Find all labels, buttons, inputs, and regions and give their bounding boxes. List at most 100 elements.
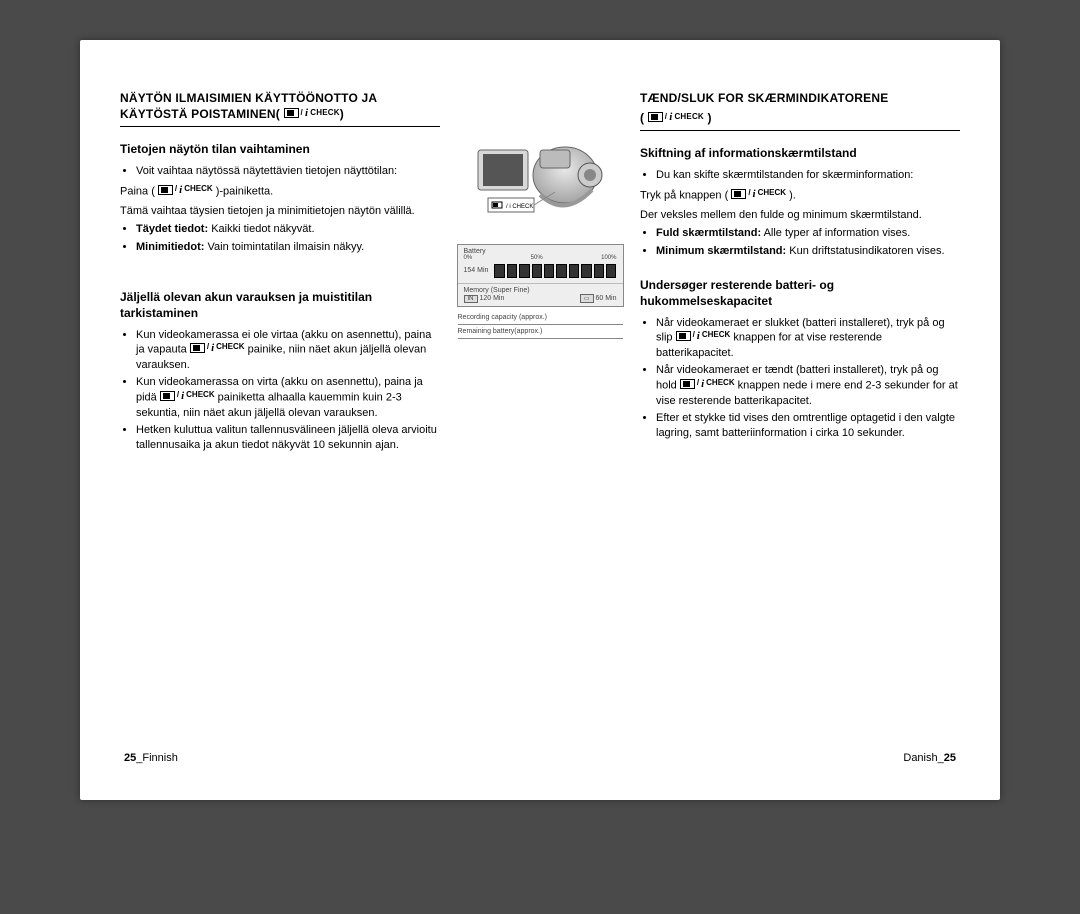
display-check-icon: / i CHECK [731,188,786,199]
scale-0: 0% [464,255,473,261]
scale-50: 50% [531,255,543,261]
list-item: Minimum skærmtilstand: Kun driftstatusin… [656,244,960,259]
info-i-icon: i [211,344,214,352]
right-p1: Tryk på knappen ( / i CHECK ). [640,188,960,203]
footer-left-lang: Finnish [142,752,177,764]
manual-page: NÄYTÖN ILMAISIMIEN KÄYTTÖÖNOTTO JA KÄYTÖ… [80,40,1000,800]
text: Alle typer af information vises. [764,227,911,239]
list-item: Hetken kuluttua valitun tallennusvälinee… [136,423,440,453]
figure-caption: Recording capacity (approx.) Remaining b… [458,313,623,341]
check-label: CHECK [706,378,734,389]
mem-card-val: 60 Min [595,295,616,302]
caption-line-2: Remaining battery(approx.) [458,327,623,339]
caption-line-1: Recording capacity (approx.) [458,313,623,325]
info-i-icon: i [669,113,672,121]
left-h2b: Jäljellä olevan akun varauksen ja muisti… [120,289,440,321]
footer-right-lang: Danish [903,752,937,764]
list-item: Efter et stykke tid vises den omtrentlig… [656,411,960,441]
scale-100: 100% [601,255,616,261]
list-item: Når videokameraet er slukket (batteri in… [656,316,960,361]
display-icon [676,331,691,341]
check-label: CHECK [310,108,339,119]
left-list-c: Kun videokamerassa ei ole virtaa (akku o… [120,328,440,454]
list-item: Kun videokamerassa on virta (akku on ase… [136,375,440,420]
label: Fuld skærmtilstand: [656,227,761,239]
footer-left: 25_Finnish [124,752,178,764]
display-icon [190,343,205,353]
text: Paina ( [120,186,155,198]
list-item: Voit vaihtaa näytössä näytettävien tieto… [136,164,440,179]
footer-right-page: 25 [944,752,956,764]
list-item: Kun videokamerassa ei ole virtaa (akku o… [136,328,440,373]
right-h2a: Skiftning af informationskærmtilstand [640,145,960,161]
text: )-painiketta. [216,186,273,198]
center-figures: / i CHECK Battery 0% 50% 100% 154 Min [450,90,630,800]
display-check-icon: / i CHECK [676,330,731,341]
section-rule [640,130,960,131]
display-icon [731,189,746,199]
page-columns: NÄYTÖN ILMAISIMIEN KÄYTTÖÖNOTTO JA KÄYTÖ… [80,40,1000,800]
info-i-icon: i [697,332,700,340]
left-title: NÄYTÖN ILMAISIMIEN KÄYTTÖÖNOTTO JA KÄYTÖ… [120,90,440,122]
label: Minimitiedot: [136,241,204,253]
display-icon [160,391,175,401]
text: Tryk på knappen ( [640,190,728,202]
mem-in-chip: IN [464,295,478,303]
list-item: Fuld skærmtilstand: Alle typer af inform… [656,226,960,241]
battery-header: Battery 0% 50% 100% 154 Min [458,245,623,284]
left-column: NÄYTÖN ILMAISIMIEN KÄYTTÖÖNOTTO JA KÄYTÖ… [120,90,450,800]
list-item: Täydet tiedot: Kaikki tiedot näkyvät. [136,222,440,237]
display-check-icon: / i CHECK [190,342,245,353]
battery-bars [494,264,616,278]
list-item: Når videokameraet er tændt (batteri inst… [656,363,960,408]
check-label: CHECK [186,390,214,401]
list-item: Du kan skifte skærmtilstanden for skærmi… [656,168,960,183]
right-p2: Der veksles mellem den fulde og minimum … [640,208,960,223]
memory-title: Memory (Super Fine) [464,287,617,294]
battery-time: 154 Min [464,267,489,274]
display-check-icon: / i CHECK [158,184,213,195]
right-column: TÆND/SLUK FOR SKÆRMINDIKATORENE ( / i CH… [630,90,960,800]
left-title-end: ) [340,107,344,121]
left-p1: Paina ( / i CHECK )-painiketta. [120,184,440,199]
list-item: Minimitiedot: Vain toimintatilan ilmaisi… [136,240,440,255]
label: Täydet tiedot: [136,223,208,235]
info-i-icon: i [305,109,308,117]
mem-in-val: 120 Min [479,295,504,302]
text: Kaikki tiedot näkyvät. [211,223,314,235]
battery-title: Battery [464,248,617,255]
text: Kun driftstatusindikatoren vises. [789,245,944,257]
text: Vain toimintatilan ilmaisin näkyy. [208,241,365,253]
right-list-b: Fuld skærmtilstand: Alle typer af inform… [640,226,960,259]
text: ). [789,190,796,202]
battery-panel: Battery 0% 50% 100% 154 Min [457,244,624,307]
left-p2: Tämä vaihtaa täysien tietojen ja minimit… [120,204,440,219]
label: Minimum skærmtilstand: [656,245,786,257]
right-title: TÆND/SLUK FOR SKÆRMINDIKATORENE [640,90,960,106]
info-i-icon: i [753,190,756,198]
card-icon: ▭ [580,294,594,303]
display-icon [680,379,695,389]
camera-illustration: / i CHECK [470,120,610,230]
check-label: CHECK [674,112,703,123]
display-check-icon: / i CHECK [284,108,340,119]
info-i-icon: i [179,186,182,194]
footer-right: Danish_25 [903,752,956,764]
left-list-b: Täydet tiedot: Kaikki tiedot näkyvät. Mi… [120,222,440,255]
check-label: CHECK [216,342,244,353]
paren-open: ( [640,111,644,125]
check-label: CHECK [184,184,212,195]
right-list-a: Du kan skifte skærmtilstanden for skærmi… [640,168,960,183]
right-title-icons: ( / i CHECK ) [640,110,960,126]
check-label: CHECK [758,188,786,199]
check-label: CHECK [702,330,730,341]
paren-close: ) [707,111,711,125]
left-list-a: Voit vaihtaa näytössä näytettävien tieto… [120,164,440,179]
info-i-icon: i [181,392,184,400]
display-icon [158,185,173,195]
info-i-icon: i [701,380,704,388]
memory-row: Memory (Super Fine) IN 120 Min ▭ 60 Min [458,284,623,306]
display-check-icon: / i CHECK [680,378,735,389]
section-rule [120,126,440,127]
camera-svg: / i CHECK [470,120,610,230]
